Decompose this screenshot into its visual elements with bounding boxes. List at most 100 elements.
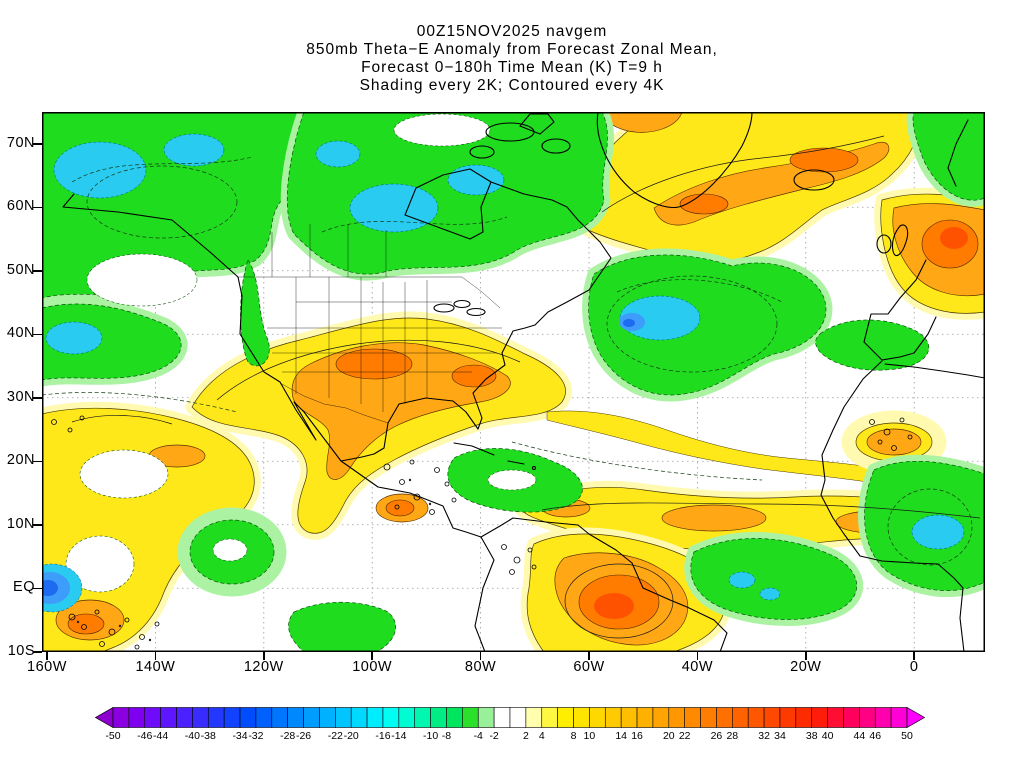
x-tick-label: 0 — [909, 659, 919, 675]
colorbar-segment — [382, 707, 400, 728]
colorbar-segment — [795, 707, 813, 728]
colorbar-tick-label: -32 — [248, 730, 264, 742]
colorbar-segment — [811, 707, 828, 728]
colorbar-tick-label: -22 — [327, 730, 343, 742]
colorbar-segment — [350, 707, 368, 728]
colorbar-tick-label: 16 — [631, 730, 643, 742]
colorbar-segment — [732, 707, 749, 728]
colorbar-tick-label: -28 — [280, 730, 296, 742]
x-tick-label: 40W — [681, 659, 714, 675]
y-tick-mark — [33, 143, 42, 145]
colorbar-right-arrow — [906, 707, 925, 728]
colorbar-segment — [636, 707, 654, 728]
colorbar-tick-label: -4 — [473, 730, 483, 742]
x-tick-label: 80W — [464, 659, 497, 675]
colorbar-segment — [509, 707, 527, 728]
x-tick-label: 60W — [573, 659, 605, 675]
colorbar-tick-label: 10 — [583, 730, 596, 742]
colorbar-segment — [287, 707, 304, 728]
colorbar-segment — [319, 707, 336, 728]
colorbar-segment — [763, 707, 781, 728]
x-tick-label: 140W — [135, 659, 176, 675]
coastlines-group — [62, 112, 985, 652]
y-tick-label: 50N — [6, 261, 35, 278]
colorbar-segment — [557, 707, 574, 728]
map-frame — [42, 112, 985, 652]
colorbar-segment — [477, 707, 495, 728]
colorbar-tick-label: -46 — [137, 730, 153, 742]
colorbar-tick-label: 28 — [726, 730, 739, 742]
colorbar-tick-label: -44 — [153, 730, 169, 742]
contour-texture-group — [42, 135, 981, 639]
colorbar-left-arrow — [95, 707, 114, 728]
colorbar-segment — [176, 707, 193, 728]
colorbar-segment — [128, 707, 146, 728]
y-tick-mark — [33, 206, 42, 208]
colorbar-segment — [112, 707, 130, 728]
title-line-3: Forecast 0−180h Time Mean (K) T=9 h — [361, 59, 663, 76]
y-tick-label: EQ — [13, 579, 35, 596]
colorbar-segment — [223, 707, 241, 728]
colorbar-tick-label: -34 — [232, 730, 248, 742]
x-tick-label: 120W — [243, 659, 284, 675]
x-tick-mark — [263, 652, 265, 660]
y-tick-label: 10S — [7, 642, 35, 659]
colorbar-segment — [462, 707, 479, 728]
colorbar-segment — [255, 707, 273, 728]
colorbar-tick-label: 4 — [538, 730, 545, 742]
colorbar-tick-label: -10 — [423, 730, 439, 742]
title-line-1: 00Z15NOV2025 navgem — [416, 23, 608, 40]
colorbar-segment — [779, 707, 797, 728]
colorbar-segment — [192, 707, 209, 728]
colorbar-segment — [573, 707, 590, 728]
colorbar-segment — [414, 707, 431, 728]
colorbar-segment — [843, 707, 860, 728]
y-tick-label: 40N — [6, 325, 35, 342]
chart-title: 00Z15NOV2025 navgem 850mb Theta−E Anomal… — [0, 23, 1024, 95]
colorbar-tick-label: -26 — [295, 730, 312, 742]
y-tick-label: 30N — [6, 388, 35, 405]
borders-group — [238, 224, 502, 424]
colorbar-segment — [239, 707, 257, 728]
colorbar-tick-label: 32 — [758, 730, 770, 742]
colorbar-segment — [859, 707, 876, 728]
map-plot — [42, 112, 985, 652]
colorbar-segment — [747, 707, 765, 728]
x-tick-mark — [46, 652, 48, 660]
colorbar-segment — [541, 707, 558, 728]
y-tick-mark — [33, 460, 42, 462]
colorbar-tick-label: 20 — [662, 730, 675, 742]
colorbar-segment — [493, 707, 511, 728]
colorbar-segment — [684, 707, 701, 728]
colorbar-segment — [620, 707, 638, 728]
colorbar-segment — [827, 707, 844, 728]
title-line-2: 850mb Theta−E Anomaly from Forecast Zona… — [306, 41, 718, 58]
colorbar-segment — [446, 707, 463, 728]
colorbar-tick-label: -8 — [441, 730, 452, 742]
colorbar-tick-label: -40 — [184, 730, 200, 742]
x-tick-mark — [805, 652, 807, 660]
colorbar-tick-label: 38 — [805, 730, 818, 742]
colorbar-segment — [303, 707, 320, 728]
colorbar-segment — [366, 707, 384, 728]
colorbar-tick-label: 50 — [901, 730, 913, 742]
y-tick-label: 70N — [6, 134, 35, 151]
y-tick-mark — [33, 333, 42, 335]
y-tick-label: 10N — [6, 515, 35, 532]
colorbar-segment — [652, 707, 670, 728]
colorbar-tick-label: 22 — [678, 730, 691, 742]
colorbar-tick-label: -16 — [375, 730, 391, 742]
colorbar-segment — [144, 707, 161, 728]
colorbar-segment — [398, 707, 416, 728]
y-tick-mark — [33, 270, 42, 272]
colorbar-segment — [207, 707, 225, 728]
y-tick-mark — [33, 524, 42, 526]
colorbar-segment — [874, 707, 892, 728]
y-tick-label: 20N — [6, 452, 35, 469]
colorbar-segment — [335, 707, 352, 728]
y-tick-mark — [33, 397, 42, 399]
colorbar-tick-label: 46 — [869, 730, 882, 742]
x-tick-label: 20W — [790, 659, 822, 675]
colorbar-tick-label: 14 — [615, 730, 627, 742]
colorbar-tick-label: 8 — [570, 730, 577, 742]
